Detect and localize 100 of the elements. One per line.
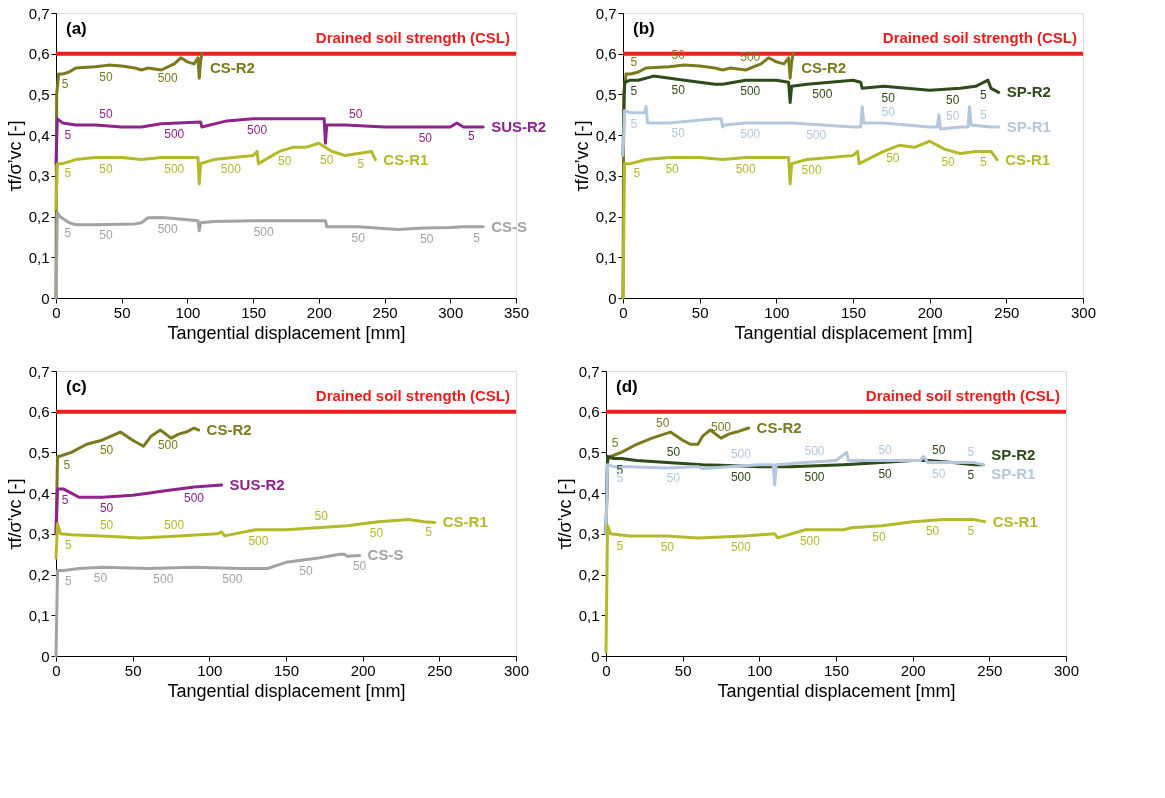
annotation: 500 — [248, 533, 269, 548]
y-tick-label: 0,4 — [28, 484, 50, 502]
ref-line-label: Drained soil strength (CSL) — [865, 386, 1060, 404]
y-tick-label: 0,2 — [595, 208, 617, 226]
x-tick-label: 300 — [1070, 303, 1097, 321]
annotation: 50 — [932, 443, 946, 458]
annotation: 50 — [99, 228, 113, 243]
annotation: 50 — [886, 151, 900, 166]
y-tick-label: 0,5 — [28, 85, 50, 103]
x-tick-label: 50 — [124, 661, 142, 679]
x-tick-label: 250 — [977, 661, 1003, 679]
annotation: 5 — [64, 225, 72, 240]
annotation: 5 — [357, 157, 365, 172]
y-tick-label: 0,5 — [28, 443, 50, 461]
ref-line-label: Drained soil strength (CSL) — [315, 386, 510, 404]
x-tick-label: 150 — [840, 303, 867, 321]
y-tick-label: 0,7 — [595, 4, 617, 22]
annotation: 500 — [157, 222, 179, 237]
annotation: 5 — [979, 107, 987, 122]
y-tick-label: 0,5 — [578, 443, 600, 461]
y-tick-label: 0,6 — [595, 45, 617, 63]
line-series — [54, 483, 224, 536]
chart-title: (a) — [66, 19, 87, 38]
annotation: 500 — [164, 518, 185, 533]
chart-title: (d) — [616, 377, 638, 396]
y-tick-label: 0,3 — [28, 167, 50, 185]
y-tick-label: 0,3 — [28, 525, 50, 543]
annotation: 500 — [806, 127, 827, 142]
annotation: 500 — [804, 469, 825, 484]
series-label: CS-S — [367, 546, 404, 564]
y-tick-label: 0,6 — [578, 403, 600, 421]
series-label: CS-S — [491, 217, 527, 235]
annotation: 500 — [812, 87, 833, 102]
annotation: 500 — [247, 122, 268, 137]
annotation: 5 — [61, 493, 69, 508]
annotation: 5 — [616, 539, 624, 554]
annotation: 500 — [799, 533, 821, 548]
annotation: 500 — [804, 443, 825, 458]
x-tick-label: 50 — [113, 303, 131, 321]
annotation: 50 — [660, 539, 675, 554]
x-tick-label: 250 — [427, 661, 453, 679]
annotation: 50 — [932, 466, 946, 481]
annotation: 5 — [979, 88, 987, 103]
annotation: 50 — [418, 131, 433, 145]
annotation: 500 — [222, 572, 243, 587]
x-tick-label: 0 — [619, 303, 628, 321]
y-tick-label: 0,3 — [595, 167, 617, 185]
annotation: 5 — [967, 444, 975, 459]
annotation: 50 — [881, 104, 896, 119]
y-tick-label: 0,1 — [28, 248, 50, 266]
annotation: 500 — [740, 84, 761, 99]
annotation: 50 — [945, 109, 960, 123]
x-tick-label: 300 — [503, 661, 530, 679]
annotation: 50 — [941, 154, 956, 169]
annotation: 5 — [63, 457, 71, 472]
annotation: 50 — [878, 442, 893, 457]
line-series — [621, 139, 999, 300]
x-tick-label: 200 — [350, 661, 376, 679]
annotation: 500 — [730, 447, 752, 462]
annotation: 5 — [633, 166, 641, 181]
line-series — [54, 211, 485, 300]
annotation: 50 — [419, 231, 434, 246]
x-tick-label: 200 — [900, 661, 926, 679]
y-tick-label: 0,4 — [578, 484, 600, 502]
annotation: 500 — [710, 420, 732, 435]
annotation: 50 — [666, 445, 681, 460]
y-tick-label: 0,1 — [595, 248, 617, 266]
y-tick-label: 0,2 — [28, 566, 50, 584]
x-tick-label: 100 — [764, 303, 790, 321]
x-tick-label: 350 — [503, 303, 530, 321]
y-tick-label: 0,2 — [578, 566, 600, 584]
annotation: 50 — [99, 107, 113, 122]
annotation: 50 — [314, 509, 329, 524]
annotation: 50 — [656, 416, 670, 431]
annotation: 5 — [473, 230, 481, 245]
annotation: 500 — [730, 539, 752, 554]
x-tick-label: 100 — [197, 661, 223, 679]
series-label: CS-R2 — [209, 58, 255, 76]
x-tick-label: 50 — [674, 661, 692, 679]
x-tick-label: 0 — [52, 303, 61, 321]
y-tick-label: 0 — [41, 647, 50, 665]
y-axis-title: τf/σ’vc [-] — [554, 478, 575, 550]
annotation: 5 — [967, 468, 975, 483]
series-label: SUS-R2 — [229, 476, 285, 493]
y-tick-label: 0,6 — [28, 403, 50, 421]
annotation: 5 — [630, 55, 638, 70]
y-tick-label: 0,4 — [28, 126, 50, 144]
x-tick-label: 300 — [438, 303, 464, 321]
series-label: CS-R2 — [801, 58, 847, 76]
annotation: 50 — [278, 153, 292, 168]
y-tick-label: 0,7 — [578, 362, 600, 380]
annotation: 50 — [881, 90, 896, 105]
y-tick-label: 0 — [608, 289, 617, 307]
x-tick-label: 50 — [691, 303, 709, 321]
annotation: 50 — [99, 69, 113, 84]
x-tick-label: 250 — [372, 303, 398, 321]
annotation: 500 — [253, 224, 274, 239]
x-tick-label: 200 — [917, 303, 943, 321]
line-series — [54, 141, 377, 210]
x-axis-title: Tangential displacement [mm] — [167, 322, 406, 343]
